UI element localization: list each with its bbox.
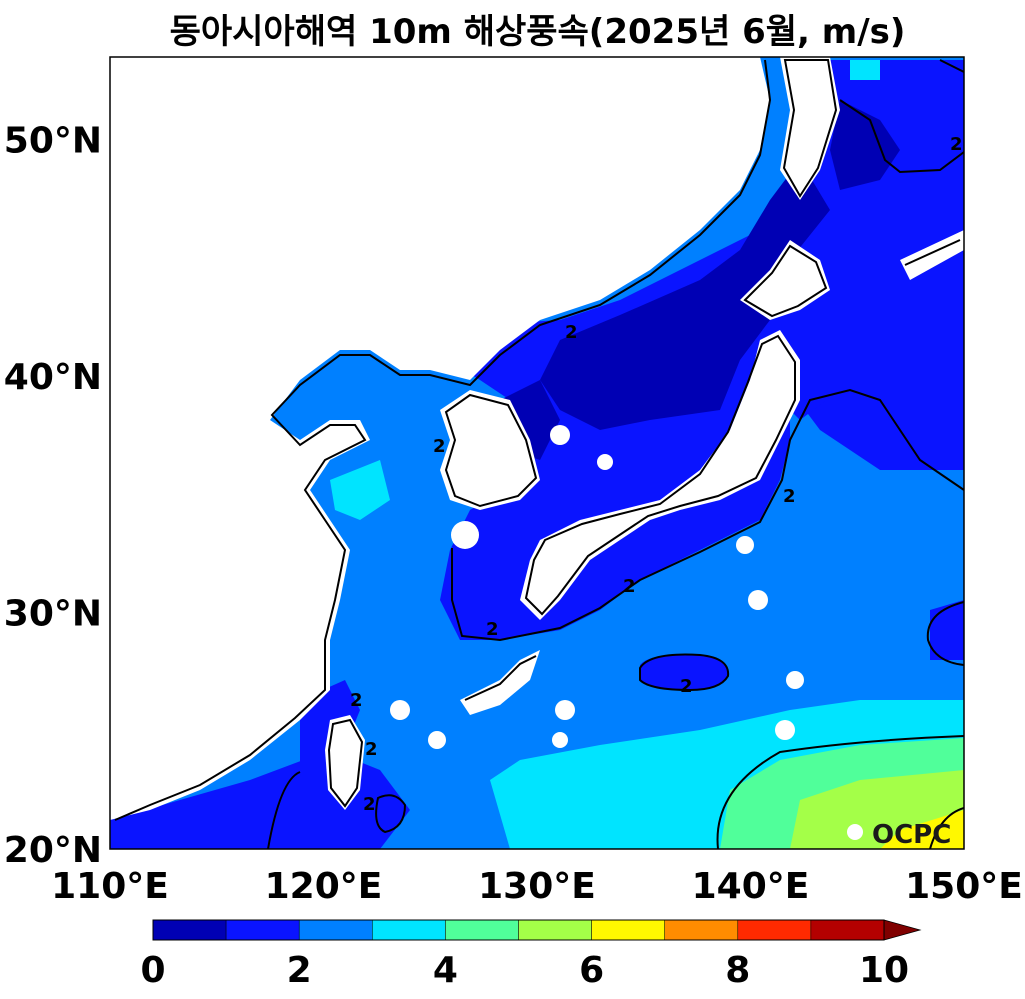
contour-scs-blob	[375, 794, 407, 834]
colorbar-segment	[298, 919, 373, 941]
land-dokdo	[597, 454, 613, 470]
field-layer: 2 2 2 2 2 2 2 2 2 2 OCPC	[110, 57, 964, 850]
contour-label: 2	[350, 690, 363, 711]
contour-okhotsk	[839, 99, 964, 174]
watermark-ocpc: OCPC	[872, 820, 951, 850]
coast-ryukyu	[464, 655, 537, 701]
x-tick-label: 140°E	[692, 866, 810, 907]
x-tick-label: 120°E	[265, 866, 383, 907]
land-mask	[110, 57, 964, 840]
contour-label-group: 2 2 2 2 2 2 2 2 2 2	[350, 134, 963, 815]
field-yellow-sea-patch	[330, 460, 390, 520]
y-tick-label: 20°N	[4, 830, 102, 871]
land-sakhalin	[780, 57, 840, 200]
contour-label: 2	[365, 739, 378, 760]
contour-japan-south	[451, 388, 964, 642]
land-small-4	[847, 824, 863, 840]
contour-label: 2	[680, 676, 693, 697]
colorbar-tick-label: 6	[579, 950, 604, 991]
land-izu-1	[748, 590, 768, 610]
land-small-1	[552, 732, 568, 748]
contour-label: 2	[950, 134, 963, 155]
land-pacific-2	[775, 720, 795, 740]
land-kuril	[900, 230, 964, 280]
coast-japan	[524, 334, 796, 616]
contour-southeast	[716, 735, 964, 849]
land-japan	[520, 330, 800, 620]
contour-label: 2	[783, 486, 796, 507]
colorbar-segment	[664, 919, 739, 941]
contour-label: 2	[486, 619, 499, 640]
land-small-3	[428, 731, 446, 749]
y-tick-label: 50°N	[4, 121, 102, 162]
land-ryukyu	[460, 650, 540, 715]
colorbar-segment	[591, 919, 665, 941]
contour-label: 2	[565, 322, 578, 343]
colorbar-segment	[152, 919, 227, 941]
contour-2ms	[267, 59, 964, 849]
colorbar-tick-label: 4	[433, 950, 458, 991]
contour-okhotsk-top	[939, 59, 964, 73]
field-pacific-blob	[640, 654, 729, 690]
x-tick-label: 130°E	[478, 866, 596, 907]
colorbar-segment	[810, 919, 885, 941]
colorbar-tick-label: 0	[140, 950, 165, 991]
contour-scs	[267, 771, 301, 849]
land-izu-2	[736, 536, 754, 554]
y-tick-label: 40°N	[4, 357, 102, 398]
land-ogasawara	[555, 700, 575, 720]
coast-taiwan	[327, 718, 364, 808]
chart-title: 동아시아해역 10m 해상풍속(2025년 6월, m/s)	[169, 12, 906, 52]
colorbar: 0 2 4 6 8 10	[140, 919, 922, 991]
colorbar-frame	[152, 919, 885, 941]
contour-label: 2	[433, 436, 446, 457]
coast-korea	[444, 393, 538, 508]
colorbar-segment	[445, 919, 519, 941]
contour-label: 2	[623, 576, 636, 597]
field-band-6-7	[880, 810, 964, 849]
field-okhotsk-patch	[850, 60, 880, 80]
coastlines	[114, 59, 961, 821]
land-jeju	[451, 521, 479, 549]
coast-hokkaido	[743, 244, 828, 318]
coast-kuril	[904, 239, 961, 266]
colorbar-segment	[518, 919, 592, 941]
land-small-2	[390, 700, 410, 720]
field-sea-of-japan-north	[540, 160, 830, 430]
colorbar-tick-label: 2	[287, 950, 312, 991]
contour-pacific-blob	[639, 653, 730, 692]
coast-sakhalin	[782, 59, 838, 198]
land-asia	[110, 57, 770, 820]
land-taiwan	[325, 715, 365, 810]
colorbar-extend-arrow	[883, 919, 922, 941]
colorbar-segment	[737, 919, 812, 941]
colorbar-tick-label: 10	[859, 950, 909, 991]
land-pacific-1	[786, 671, 804, 689]
colorbar-tick-label: 8	[725, 950, 750, 991]
coast-asia	[114, 59, 772, 821]
colorbar-segment	[372, 919, 446, 941]
axes: 110°E 120°E 130°E 140°E 150°E 20°N 30°N 40°N 50°…	[4, 121, 1023, 907]
y-tick-label: 30°N	[4, 594, 102, 635]
contour-far-southeast	[929, 807, 964, 849]
field-okhotsk-core	[830, 100, 900, 190]
colorbar-segment	[225, 919, 300, 941]
contour-label: 2	[363, 794, 376, 815]
x-tick-label: 110°E	[51, 866, 169, 907]
contour-pacific-east	[926, 601, 964, 666]
land-ulleung	[550, 425, 570, 445]
plot-frame	[109, 56, 965, 850]
x-tick-label: 150°E	[905, 866, 1023, 907]
